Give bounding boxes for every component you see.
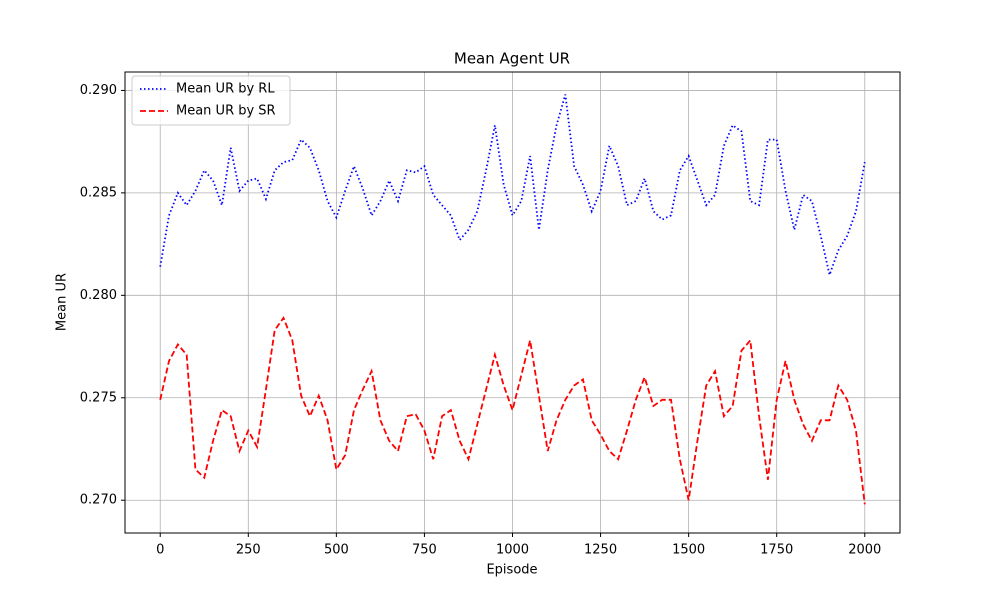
x-tick-label: 1750: [760, 543, 793, 558]
x-tick-label: 250: [236, 543, 261, 558]
x-tick-label: 1500: [672, 543, 705, 558]
legend-label: Mean UR by SR: [176, 104, 276, 119]
y-tick-label: 0.280: [80, 288, 117, 303]
x-tick-label: 500: [324, 543, 349, 558]
chart-title: Mean Agent UR: [454, 50, 570, 68]
y-tick-label: 0.285: [80, 185, 117, 200]
x-tick-label: 0: [156, 543, 164, 558]
y-tick-label: 0.275: [80, 390, 117, 405]
x-tick-label: 1000: [496, 543, 529, 558]
legend-box: [131, 75, 291, 126]
y-tick-label: 0.290: [80, 83, 117, 98]
y-axis-label: Mean UR: [55, 273, 70, 331]
line: [159, 315, 866, 505]
x-tick-label: 2000: [848, 543, 881, 558]
plot-frame: [124, 71, 901, 534]
legend-label: Mean UR by RL: [176, 82, 275, 97]
x-tick-label: 750: [412, 543, 437, 558]
x-tick-label: 1250: [584, 543, 617, 558]
x-axis-label: Episode: [486, 563, 537, 578]
y-tick-label: 0.270: [80, 493, 117, 508]
